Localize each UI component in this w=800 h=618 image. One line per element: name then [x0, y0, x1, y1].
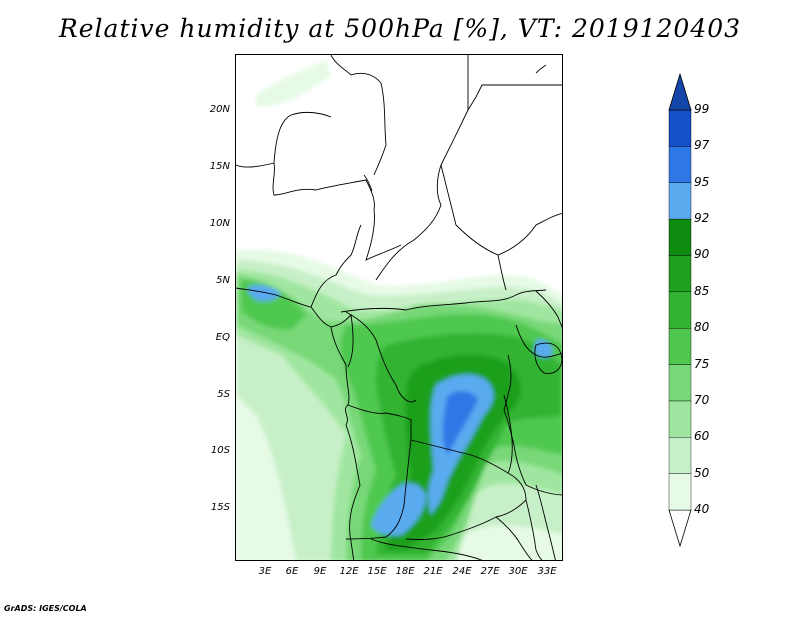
rh-95-region-west	[247, 285, 281, 302]
border-north-3	[236, 111, 332, 168]
colorbar-label: 92	[694, 211, 710, 226]
colorbar-segment	[668, 364, 692, 402]
colorbar-segment	[668, 109, 692, 147]
colorbar-segment	[668, 255, 692, 293]
colorbar	[668, 72, 692, 548]
lon-tick-33e: 33E	[537, 566, 557, 577]
border-north-1	[330, 55, 387, 176]
coastline-north-east	[535, 64, 547, 74]
border-kenya	[535, 290, 562, 329]
lon-tick-3e: 3E	[258, 566, 272, 577]
colorbar-segment	[668, 146, 692, 183]
colorbar-label: 50	[694, 465, 710, 480]
colorbar-label: 99	[694, 102, 710, 116]
grads-credit: GrADS: IGES/COLA	[4, 604, 87, 613]
humidity-map	[236, 55, 562, 560]
colorbar-label: 60	[694, 429, 710, 444]
lat-tick-eq: EQ	[215, 332, 230, 343]
lon-tick-15e: 15E	[367, 566, 387, 577]
lon-tick-6e: 6E	[285, 566, 299, 577]
colorbar-segment	[668, 400, 692, 438]
border-uganda	[515, 324, 562, 358]
humidity-shading	[236, 60, 562, 560]
colorbar-label: 85	[694, 283, 710, 298]
map-panel	[235, 54, 563, 561]
rh-97-region	[442, 391, 478, 455]
coastline-west	[236, 287, 361, 560]
lat-tick-20n: 20N	[209, 104, 230, 115]
political-borders	[236, 55, 562, 560]
lake-victoria	[534, 342, 562, 374]
border-tanzania	[503, 409, 562, 496]
colorbar-segment	[668, 437, 692, 474]
colorbar-segment	[668, 473, 692, 511]
border-south-sudan	[497, 213, 562, 256]
colorbar-label: 90	[694, 247, 710, 262]
lon-tick-24e: 24E	[452, 566, 472, 577]
lat-tick-5s: 5S	[217, 389, 230, 400]
colorbar-segment	[668, 327, 692, 365]
border-car-drc	[340, 289, 547, 313]
border-angola-zambia	[345, 439, 412, 540]
colorbar-label: 97	[694, 138, 710, 153]
border-south	[370, 538, 483, 560]
colorbar-bottom-triangle	[668, 509, 692, 548]
colorbar-segments	[668, 72, 692, 548]
border-north-4	[272, 162, 402, 261]
border-gabon	[330, 314, 354, 368]
colorbar-label: 75	[694, 356, 710, 371]
border-malawi	[535, 484, 556, 560]
colorbar-label: 80	[694, 320, 710, 335]
colorbar-segment	[668, 218, 692, 256]
lon-tick-9e: 9E	[313, 566, 327, 577]
lat-tick-10s: 10S	[210, 445, 230, 456]
lon-tick-30e: 30E	[508, 566, 528, 577]
lat-tick-15s: 15S	[210, 502, 230, 513]
lon-tick-12e: 12E	[339, 566, 359, 577]
border-cameroon	[310, 224, 362, 308]
lake-chad	[363, 174, 373, 192]
lon-tick-21e: 21E	[423, 566, 443, 577]
lat-tick-15n: 15N	[209, 161, 230, 172]
lon-tick-27e: 27E	[480, 566, 500, 577]
border-north-2	[467, 55, 562, 112]
colorbar-label: 95	[694, 174, 710, 189]
colorbar-label: 40	[694, 502, 710, 516]
colorbar-segment	[668, 182, 692, 220]
lat-tick-10n: 10N	[209, 218, 230, 229]
border-north-5	[440, 164, 507, 291]
border-congo	[345, 311, 417, 403]
border-zimbabwe	[495, 516, 533, 560]
rh-40-region-nw	[256, 60, 331, 106]
lon-tick-18e: 18E	[395, 566, 415, 577]
border-chad-sudan	[375, 109, 469, 281]
plot-title: Relative humidity at 500hPa [%], VT: 201…	[58, 14, 742, 43]
colorbar-segment	[668, 291, 692, 329]
lat-tick-5n: 5N	[216, 275, 230, 286]
rh-95-region-main	[428, 374, 494, 515]
lake-tanganyika	[503, 394, 513, 474]
rh-95-region-south	[371, 483, 426, 536]
colorbar-top-triangle	[668, 72, 692, 111]
border-angola-drc	[347, 404, 412, 440]
border-mozambique	[525, 499, 543, 560]
colorbar-label: 70	[694, 392, 710, 407]
